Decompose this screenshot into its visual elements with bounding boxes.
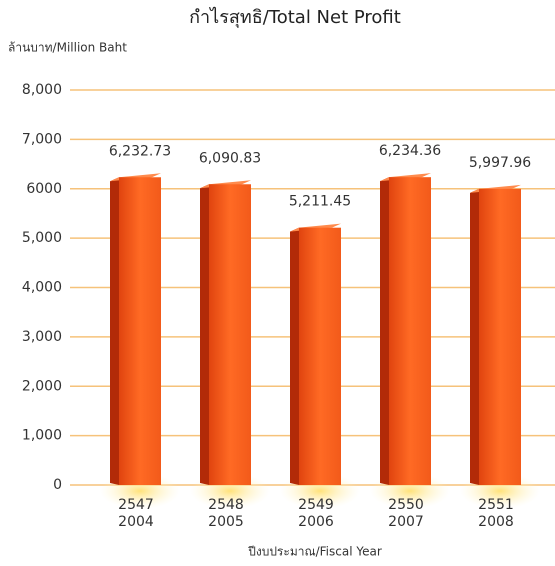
value-label: 6,234.36	[379, 143, 441, 159]
y-tick-label: 8,000	[22, 82, 62, 98]
bar	[209, 184, 251, 486]
x-tick-label: 2006	[298, 514, 334, 530]
bar-side	[290, 227, 299, 485]
y-tick-label: 7,000	[22, 131, 62, 147]
chart-title: กำไรสุทธิ/Total Net Profit	[189, 6, 401, 28]
value-label: 5,211.45	[289, 194, 351, 210]
x-axis-label: ปีงบประมาณ/Fiscal Year	[248, 545, 382, 559]
bar-side	[200, 184, 209, 486]
value-label: 6,090.83	[199, 150, 261, 166]
x-tick-label: 2549	[298, 497, 334, 513]
y-tick-label: 6000	[26, 181, 62, 197]
y-tick-label: 4,000	[22, 280, 62, 296]
x-tick-label: 2005	[208, 514, 244, 530]
y-axis-label: ล้านบาท/Million Baht	[8, 41, 127, 55]
x-tick-label: 2550	[388, 497, 424, 513]
y-tick-label: 2,000	[22, 378, 62, 394]
x-tick-label: 2004	[118, 514, 154, 530]
bar	[299, 227, 341, 485]
x-tick-label: 2548	[208, 497, 244, 513]
bar-side	[380, 177, 389, 486]
bar	[119, 177, 161, 485]
value-label: 5,997.96	[469, 155, 531, 171]
x-tick-label: 2547	[118, 497, 154, 513]
y-tick-label: 0	[53, 477, 62, 493]
x-tick-label: 2008	[478, 514, 514, 530]
x-tick-label: 2007	[388, 514, 424, 530]
x-tick-label: 2551	[478, 497, 514, 513]
bar-side	[110, 177, 119, 485]
bar	[479, 188, 521, 486]
value-label: 6,232.73	[109, 143, 171, 159]
bar-side	[470, 188, 479, 486]
y-tick-label: 1,000	[22, 428, 62, 444]
y-tick-label: 3,000	[22, 329, 62, 345]
y-tick-label: 5,000	[22, 230, 62, 246]
bar	[389, 177, 431, 486]
